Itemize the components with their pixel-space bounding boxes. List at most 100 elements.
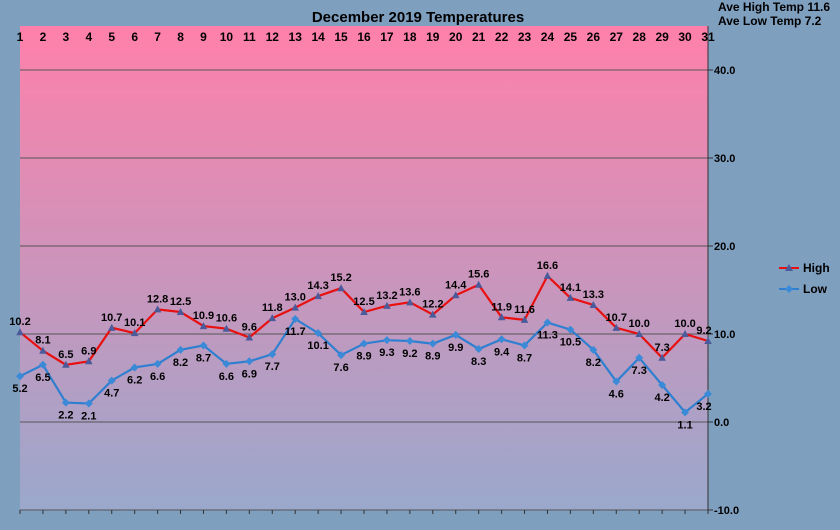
high-point: [107, 323, 116, 331]
low-point: [130, 363, 139, 372]
low-data-label: 10.5: [560, 337, 581, 349]
high-point: [520, 315, 529, 323]
high-point: [566, 293, 575, 301]
high-data-label: 13.3: [583, 289, 604, 301]
x-tick-label: 22: [495, 30, 509, 44]
low-point: [291, 315, 300, 324]
low-data-label: 4.7: [104, 388, 119, 400]
x-tick-label: 10: [220, 30, 234, 44]
high-data-label: 14.3: [307, 280, 328, 292]
low-data-label: 2.1: [81, 411, 96, 423]
low-data-label: 4.6: [609, 389, 624, 401]
high-point: [85, 357, 93, 365]
low-point: [314, 329, 323, 338]
low-data-label: 7.3: [632, 365, 647, 377]
low-data-label: 11.7: [285, 326, 306, 338]
high-point: [383, 301, 391, 309]
low-data-label: 8.9: [356, 351, 371, 363]
x-tick-label: 13: [289, 30, 303, 44]
high-data-label: 14.4: [445, 279, 467, 291]
low-data-label: 8.7: [196, 352, 211, 364]
low-data-label: 6.2: [127, 374, 142, 386]
high-data-label: 10.1: [124, 317, 145, 329]
high-data-label: 14.1: [560, 282, 581, 294]
low-point: [360, 339, 368, 348]
low-point: [451, 330, 460, 339]
low-data-label: 7.7: [265, 361, 280, 373]
x-tick-label: 26: [587, 30, 601, 44]
low-data-label: 6.5: [35, 372, 50, 384]
legend-high-label: High: [803, 261, 830, 275]
low-point: [268, 350, 277, 359]
low-data-label: 8.3: [471, 356, 486, 368]
legend: High Low: [779, 261, 830, 296]
x-tick-label: 7: [154, 30, 161, 44]
low-data-label: 8.2: [586, 357, 601, 369]
low-data-label: 10.1: [307, 340, 328, 352]
low-point: [176, 345, 185, 354]
low-point: [405, 337, 414, 346]
high-data-label: 10.0: [674, 318, 695, 330]
high-data-label: 9.6: [242, 322, 257, 334]
x-tick-label: 23: [518, 30, 532, 44]
low-data-label: 11.3: [537, 330, 558, 342]
x-tick-label: 1: [17, 30, 24, 44]
high-data-label: 12.8: [147, 293, 168, 305]
low-point: [84, 399, 93, 408]
y-tick-label: -10.0: [714, 505, 739, 517]
low-point: [428, 339, 437, 348]
high-point: [497, 313, 506, 321]
x-tick-label: 4: [85, 30, 92, 44]
low-point: [16, 372, 24, 381]
low-point: [153, 359, 162, 368]
low-point: [589, 345, 598, 354]
low-point: [566, 325, 575, 334]
high-point: [130, 329, 139, 337]
high-point: [39, 346, 47, 354]
low-point: [245, 357, 254, 366]
low-data-label: 8.2: [173, 357, 188, 369]
high-data-label: 11.9: [491, 301, 512, 313]
high-data-label: 15.2: [330, 272, 351, 284]
low-point: [61, 398, 70, 407]
y-tick-label: 20.0: [714, 241, 735, 253]
low-point: [520, 341, 529, 350]
high-data-label: 10.9: [193, 310, 214, 322]
high-point: [314, 292, 322, 300]
high-data-label: 10.2: [9, 316, 30, 328]
x-tick-label: 11: [243, 30, 256, 44]
low-point: [704, 389, 712, 398]
x-tick-label: 2: [40, 30, 47, 44]
high-point: [268, 314, 277, 322]
x-tick-label: 8: [177, 30, 184, 44]
high-data-label: 15.6: [468, 269, 489, 281]
high-point: [406, 298, 414, 306]
high-data-label: 10.7: [606, 312, 627, 324]
plot-area: [20, 26, 708, 510]
low-data-label: 1.1: [677, 419, 692, 431]
high-data-label: 16.6: [537, 260, 558, 272]
high-data-label: 6.5: [58, 349, 73, 361]
x-tick-label: 19: [426, 30, 440, 44]
low-data-label: 7.6: [333, 362, 348, 374]
low-point: [222, 359, 231, 368]
x-tick-label: 25: [564, 30, 578, 44]
high-point: [360, 308, 368, 315]
low-point: [199, 341, 208, 350]
high-data-label: 10.0: [628, 318, 649, 330]
x-tick-label: 21: [472, 30, 486, 44]
chart-title: December 2019 Temperatures: [312, 9, 524, 26]
y-tick-label: 10.0: [714, 329, 735, 341]
low-point: [107, 376, 116, 385]
high-point: [62, 360, 70, 368]
high-data-label: 11.6: [514, 304, 535, 316]
x-tick-label: 16: [357, 30, 371, 44]
high-point: [612, 323, 621, 331]
x-tick-label: 14: [311, 30, 325, 44]
high-point: [176, 308, 185, 315]
legend-low-label: Low: [803, 282, 828, 296]
low-data-label: 6.9: [242, 368, 257, 380]
high-point: [681, 330, 689, 337]
low-point: [38, 360, 47, 369]
